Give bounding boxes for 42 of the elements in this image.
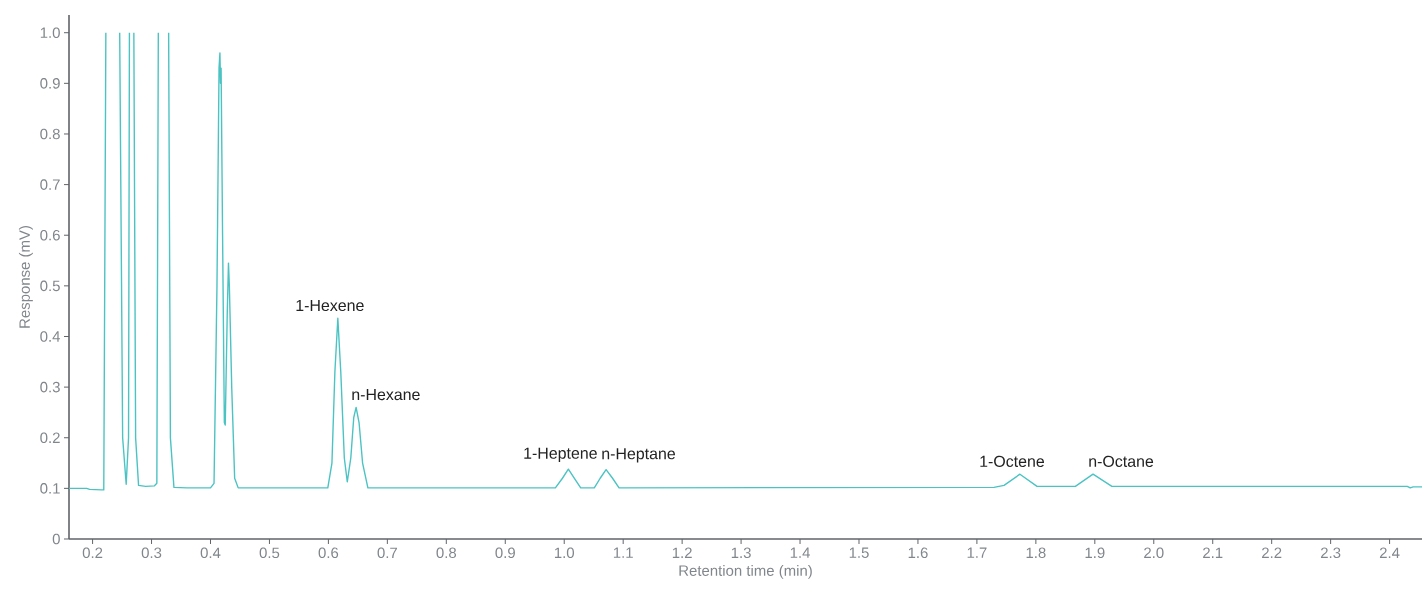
annotation: n-Heptane (602, 448, 675, 463)
x-tick-label: 1.5 (849, 547, 869, 558)
x-tick-label: 0.3 (141, 547, 162, 559)
annotation: 1-Heptene (524, 447, 597, 462)
annotation: n-Octane (1089, 455, 1154, 467)
x-tick-label: 0.2 (82, 547, 103, 559)
x-tick-label: 2.2 (1262, 547, 1282, 558)
y-tick-label: 0.2 (40, 432, 60, 444)
annotation: n-Hexane (352, 389, 420, 401)
x-tick-label: 2.4 (1379, 547, 1400, 558)
x-axis-title: Retention time (min) (679, 564, 812, 579)
annotation: 1-Hexene (296, 299, 364, 312)
y-tick-label: 1.0 (40, 27, 60, 38)
x-tick-label: 0.7 (377, 547, 397, 559)
y-tick-label: 0.6 (40, 229, 60, 241)
y-tick-label: 0.8 (40, 128, 60, 140)
y-tick-label: 0.3 (40, 381, 60, 393)
x-tick-label: 1.3 (731, 547, 751, 559)
y-tick-label: 0.4 (40, 331, 61, 342)
y-axis-title: Response (mV) (18, 226, 33, 328)
x-tick-label: 0.5 (259, 547, 280, 559)
x-tick-label: 1.9 (1085, 547, 1105, 559)
x-tick-label: 2.1 (1203, 547, 1223, 558)
annotation: 1-Octene (980, 455, 1045, 467)
x-tick-label: 1.1 (613, 547, 633, 558)
y-tick-label: 0 (52, 533, 60, 545)
y-tick-label: 0.7 (40, 179, 60, 190)
x-tick-label: 1.0 (554, 547, 575, 559)
x-tick-label: 2.3 (1320, 547, 1341, 559)
x-tick-label: 0.9 (495, 547, 515, 559)
y-tick-label: 0.1 (40, 483, 60, 494)
x-tick-label: 1.4 (790, 547, 810, 558)
x-tick-label: 1.8 (1026, 547, 1046, 559)
x-tick-label: 1.7 (967, 547, 987, 558)
x-tick-label: 2.0 (1144, 547, 1164, 559)
x-tick-label: 1.2 (672, 547, 692, 558)
y-tick-label: 0.5 (40, 280, 60, 292)
x-tick-label: 0.6 (318, 547, 339, 559)
x-tick-label: 0.4 (200, 547, 221, 559)
x-tick-label: 1.6 (908, 547, 928, 559)
x-tick-label: 0.8 (436, 547, 457, 559)
y-tick-label: 0.9 (40, 78, 60, 89)
